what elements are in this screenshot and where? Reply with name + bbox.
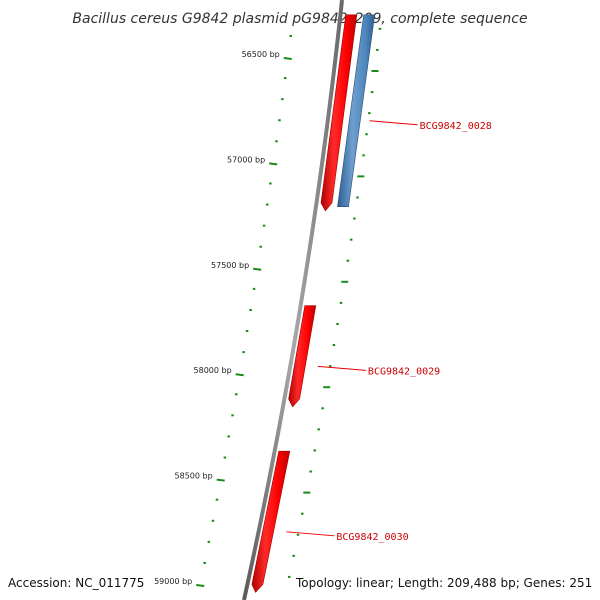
accession-text: Accession: NC_011775 <box>8 576 144 590</box>
gene-features <box>251 14 376 593</box>
gene-label[interactable]: BCG9842_0029 <box>368 366 440 377</box>
scale-minor-ticks <box>203 27 382 578</box>
gene-label-leader <box>317 365 366 371</box>
scale-tick-label: 58000 bp <box>194 366 232 375</box>
scale-tick-label: 57500 bp <box>211 261 249 270</box>
scale-tick-label: 57000 bp <box>227 155 265 164</box>
scale-major-tick <box>196 584 205 587</box>
gene-forward[interactable] <box>320 14 358 212</box>
gene-label[interactable]: BCG9842_0028 <box>420 121 492 132</box>
gene-labels: BCG9842_0028 BCG9842_0029 BCG9842_0030 <box>286 120 492 543</box>
scale-major-tick <box>216 478 225 482</box>
sequence-backbone <box>242 0 344 600</box>
gene-forward[interactable] <box>251 450 291 593</box>
scale-tick-label: 59000 bp <box>154 577 192 586</box>
gene-reverse[interactable] <box>337 14 376 207</box>
gene-label-leader <box>286 531 335 537</box>
gene-label[interactable]: BCG9842_0030 <box>336 532 408 543</box>
scale-major-ticks: 56500 bp 57000 bp 57500 bp 58000 bp 58500 bp… <box>154 50 292 587</box>
scale-major-tick <box>235 373 244 377</box>
gene-label-leader <box>369 120 418 126</box>
scale-major-tick <box>253 267 262 271</box>
scale-major-tick <box>283 57 292 60</box>
scale-tick-label: 58500 bp <box>175 472 213 481</box>
map-title: Bacillus cereus G9842 plasmid pG9842_209… <box>72 11 527 27</box>
scale-major-tick <box>269 162 278 166</box>
scale-tick-label: 56500 bp <box>242 50 280 59</box>
gene-forward[interactable] <box>288 305 317 408</box>
summary-text: Topology: linear; Length: 209,488 bp; Ge… <box>295 576 592 590</box>
